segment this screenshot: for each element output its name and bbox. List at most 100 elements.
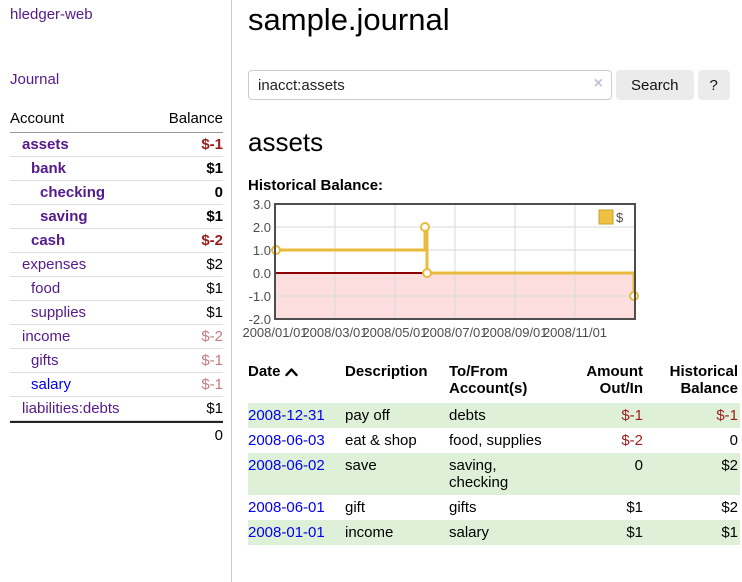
transaction-accounts: food, supplies bbox=[449, 428, 581, 453]
account-row: food $1 bbox=[10, 277, 223, 301]
account-row: gifts $-1 bbox=[10, 349, 223, 373]
transaction-date-link[interactable]: 2008-06-02 bbox=[248, 457, 325, 474]
sort-ascending-icon bbox=[285, 367, 298, 377]
svg-text:2008/11/01: 2008/11/01 bbox=[543, 325, 607, 340]
account-row: expenses $2 bbox=[10, 253, 223, 277]
transaction-description: save bbox=[345, 453, 449, 495]
account-link-income[interactable]: income bbox=[10, 328, 70, 345]
historical-balance-chart: $ 3.0 2.0 1.0 0.0 -1.0 -2.0 2008/01/01 2… bbox=[245, 199, 647, 347]
account-balance: $-1 bbox=[201, 376, 223, 393]
search-button[interactable]: Search bbox=[616, 70, 694, 100]
register-table: Date Description To/From Account(s) Amou… bbox=[248, 361, 740, 545]
transaction-description: pay off bbox=[345, 403, 449, 428]
account-link-saving[interactable]: saving bbox=[10, 208, 88, 225]
accounts-header-balance: Balance bbox=[169, 110, 223, 127]
transaction-amount: 0 bbox=[581, 453, 645, 495]
account-link-salary[interactable]: salary bbox=[10, 376, 71, 393]
transaction-accounts: salary bbox=[449, 520, 581, 545]
transaction-date-link[interactable]: 2008-06-01 bbox=[248, 499, 325, 516]
account-balance: $1 bbox=[206, 400, 223, 417]
register-row: 2008-06-02 save saving, checking 0 $2 bbox=[248, 453, 740, 495]
transaction-balance: $1 bbox=[645, 520, 740, 545]
svg-text:0.0: 0.0 bbox=[253, 266, 271, 281]
chart-legend: $ bbox=[599, 210, 624, 225]
brand-link[interactable]: hledger-web bbox=[10, 6, 93, 23]
transaction-accounts: debts bbox=[449, 403, 581, 428]
account-balance: $-2 bbox=[201, 232, 223, 249]
account-row: cash $-2 bbox=[10, 229, 223, 253]
account-balance: $1 bbox=[206, 208, 223, 225]
legend-swatch-icon bbox=[599, 210, 613, 224]
transaction-amount: $1 bbox=[581, 495, 645, 520]
svg-text:2008/01/01: 2008/01/01 bbox=[242, 325, 307, 340]
transaction-description: gift bbox=[345, 495, 449, 520]
search-bar: × Search ? bbox=[248, 70, 742, 100]
column-header-description: Description bbox=[345, 361, 449, 403]
svg-text:3.0: 3.0 bbox=[253, 197, 271, 212]
column-header-date[interactable]: Date bbox=[248, 361, 345, 403]
account-balance: 0 bbox=[215, 184, 223, 201]
svg-text:2008/03/01: 2008/03/01 bbox=[302, 325, 367, 340]
register-row: 2008-01-01 income salary $1 $1 bbox=[248, 520, 740, 545]
brand: hledger-web bbox=[10, 6, 223, 23]
svg-text:2008/07/01: 2008/07/01 bbox=[422, 325, 487, 340]
transaction-description: income bbox=[345, 520, 449, 545]
help-button[interactable]: ? bbox=[698, 70, 730, 100]
account-row: saving $1 bbox=[10, 205, 223, 229]
account-link-bank[interactable]: bank bbox=[10, 160, 66, 177]
account-link-cash[interactable]: cash bbox=[10, 232, 65, 249]
sidebar-nav: Journal bbox=[10, 71, 223, 88]
svg-text:2008/09/01: 2008/09/01 bbox=[482, 325, 547, 340]
transaction-description: eat & shop bbox=[345, 428, 449, 453]
accounts-total-value: 0 bbox=[215, 427, 223, 444]
account-heading: assets bbox=[248, 127, 742, 158]
account-row: income $-2 bbox=[10, 325, 223, 349]
chart-x-ticks: 2008/01/01 2008/03/01 2008/05/01 2008/07… bbox=[242, 325, 607, 340]
column-header-balance: Historical Balance bbox=[645, 361, 740, 403]
account-balance: $1 bbox=[206, 280, 223, 297]
search-input[interactable] bbox=[248, 70, 612, 100]
account-link-gifts[interactable]: gifts bbox=[10, 352, 59, 369]
chart-section-label: Historical Balance: bbox=[248, 177, 742, 194]
chart-y-ticks: 3.0 2.0 1.0 0.0 -1.0 -2.0 bbox=[249, 197, 271, 327]
svg-text:2008/05/01: 2008/05/01 bbox=[362, 325, 427, 340]
clear-search-icon[interactable]: × bbox=[594, 75, 603, 93]
account-link-assets[interactable]: assets bbox=[10, 136, 69, 153]
account-link-liabilities-debts[interactable]: liabilities:debts bbox=[10, 400, 120, 417]
transaction-amount: $-2 bbox=[581, 428, 645, 453]
transaction-balance: $2 bbox=[645, 453, 740, 495]
svg-text:2.0: 2.0 bbox=[253, 220, 271, 235]
sidebar-item-journal[interactable]: Journal bbox=[10, 71, 59, 88]
account-row: assets $-1 bbox=[10, 133, 223, 157]
main-content: sample.journal × Search ? assets Histori… bbox=[248, 0, 742, 545]
transaction-date-link[interactable]: 2008-12-31 bbox=[248, 407, 325, 424]
account-balance: $-1 bbox=[201, 352, 223, 369]
account-link-checking[interactable]: checking bbox=[10, 184, 105, 201]
column-header-amount: Amount Out/In bbox=[581, 361, 645, 403]
transaction-accounts: saving, checking bbox=[449, 453, 581, 495]
account-balance: $2 bbox=[206, 256, 223, 273]
account-row: supplies $1 bbox=[10, 301, 223, 325]
account-row: checking 0 bbox=[10, 181, 223, 205]
transaction-accounts: gifts bbox=[449, 495, 581, 520]
register-header-row: Date Description To/From Account(s) Amou… bbox=[248, 361, 740, 403]
account-row: liabilities:debts $1 bbox=[10, 397, 223, 421]
register-row: 2008-06-01 gift gifts $1 $2 bbox=[248, 495, 740, 520]
accounts-panel: Account Balance assets $-1 bank $1 check… bbox=[10, 107, 223, 448]
transaction-balance: $2 bbox=[645, 495, 740, 520]
account-link-food[interactable]: food bbox=[10, 280, 60, 297]
transaction-date-link[interactable]: 2008-06-03 bbox=[248, 432, 325, 449]
sidebar: hledger-web Journal Account Balance asse… bbox=[0, 0, 232, 582]
transaction-balance: 0 bbox=[645, 428, 740, 453]
register-row: 2008-06-03 eat & shop food, supplies $-2… bbox=[248, 428, 740, 453]
account-balance: $-1 bbox=[201, 136, 223, 153]
register-row: 2008-12-31 pay off debts $-1 $-1 bbox=[248, 403, 740, 428]
account-row: salary $-1 bbox=[10, 373, 223, 397]
account-row: bank $1 bbox=[10, 157, 223, 181]
account-link-expenses[interactable]: expenses bbox=[10, 256, 86, 273]
transaction-amount: $-1 bbox=[581, 403, 645, 428]
transaction-date-link[interactable]: 2008-01-01 bbox=[248, 524, 325, 541]
transaction-balance: $-1 bbox=[645, 403, 740, 428]
account-link-supplies[interactable]: supplies bbox=[10, 304, 86, 321]
legend-label: $ bbox=[616, 210, 624, 225]
